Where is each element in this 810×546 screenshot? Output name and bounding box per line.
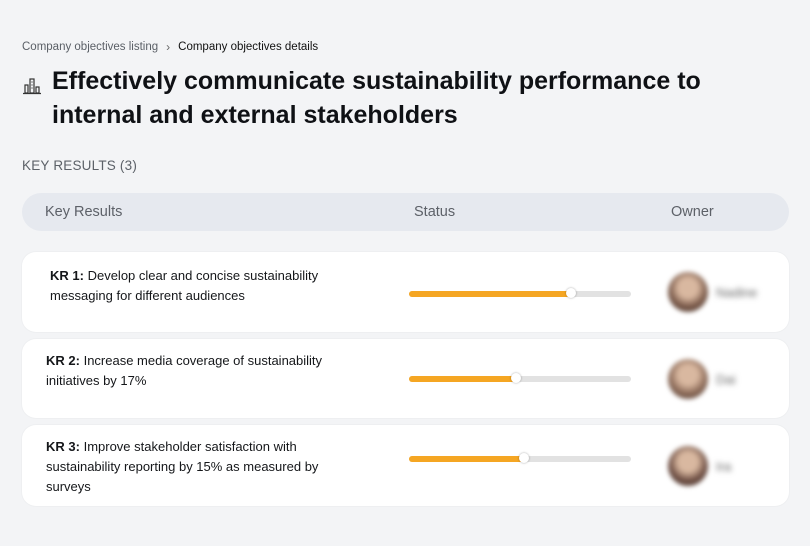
page-title: Effectively communicate sustainability p… [52, 67, 701, 129]
key-result-description: KR 1: Develop clear and concise sustaina… [50, 266, 370, 306]
owner-cell[interactable]: Dai [668, 359, 736, 399]
avatar [668, 446, 708, 486]
chevron-right-icon: › [166, 40, 171, 54]
key-result-description: KR 3: Improve stakeholder satisfaction w… [46, 437, 366, 497]
building-chart-icon [23, 78, 41, 95]
owner-name: Dai [716, 371, 736, 387]
owner-cell[interactable]: Ira [668, 446, 731, 486]
breadcrumb: Company objectives listing › Company obj… [22, 40, 318, 54]
progress-handle[interactable] [510, 373, 521, 383]
progress-fill [409, 291, 572, 297]
column-header-status: Status [414, 204, 456, 220]
key-results-count-label: KEY RESULTS (3) [22, 158, 138, 173]
progress-handle[interactable] [519, 453, 530, 463]
key-results-table-header: Key Results Status Owner [22, 193, 789, 231]
column-header-owner: Owner [671, 204, 714, 220]
key-result-description: KR 2: Increase media coverage of sustain… [46, 351, 366, 391]
progress-fill [409, 376, 516, 382]
avatar [668, 359, 708, 399]
key-result-text: Increase media coverage of sustainabilit… [46, 353, 323, 388]
progress-handle[interactable] [566, 288, 577, 298]
owner-name: Ira [716, 458, 732, 474]
key-results-list: KR 1: Develop clear and concise sustaina… [22, 252, 789, 513]
key-result-id: KR 1: [50, 268, 84, 283]
key-result-text: Improve stakeholder satisfaction with su… [46, 439, 319, 494]
owner-name: Nadine [716, 284, 758, 300]
progress-fill [409, 456, 525, 462]
progress-bar [409, 373, 631, 383]
objective-header: Effectively communicate sustainability p… [22, 64, 770, 132]
key-result-id: KR 3: [46, 439, 80, 454]
breadcrumb-current: Company objectives details [178, 41, 319, 53]
progress-bar [409, 288, 631, 298]
progress-bar [409, 453, 631, 463]
key-result-row[interactable]: KR 3: Improve stakeholder satisfaction w… [22, 425, 789, 506]
key-result-text: Develop clear and concise sustainability… [50, 268, 319, 303]
breadcrumb-parent-link[interactable]: Company objectives listing [22, 41, 159, 53]
key-result-row[interactable]: KR 2: Increase media coverage of sustain… [22, 339, 789, 418]
key-result-row[interactable]: KR 1: Develop clear and concise sustaina… [22, 252, 789, 332]
avatar [668, 272, 708, 312]
owner-cell[interactable]: Nadine [668, 272, 757, 312]
column-header-key-results: Key Results [45, 204, 123, 220]
key-result-id: KR 2: [46, 353, 80, 368]
